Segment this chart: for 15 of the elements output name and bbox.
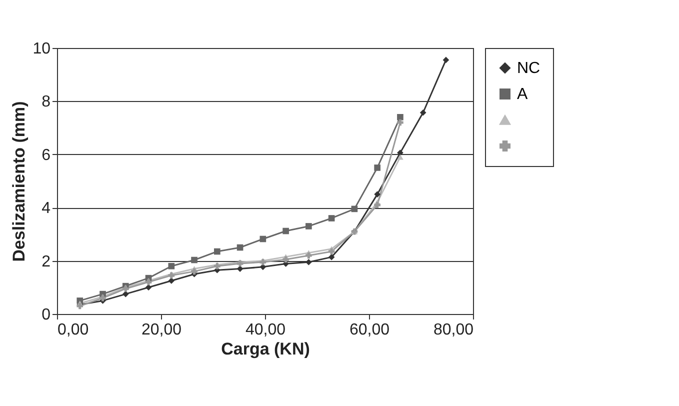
legend-label: A	[517, 86, 528, 103]
y-tick-label: 10	[32, 40, 51, 58]
x-tick-label: 40,00	[245, 322, 286, 338]
x-tick-label: 20,00	[141, 322, 182, 338]
y-tick-label: 6	[42, 146, 51, 164]
y-tick-label: 8	[42, 94, 51, 111]
legend-label: NC	[517, 60, 540, 77]
x-tick-label: 0,00	[58, 322, 89, 338]
x-axis-title: Carga (KN)	[221, 340, 310, 358]
y-tick-label: 4	[42, 200, 51, 218]
x-tick-label: 60,00	[349, 322, 390, 338]
y-tick-label: 0	[42, 306, 51, 324]
y-axis-title: Deslizamiento (mm)	[10, 101, 29, 262]
x-tick-label: 80,00	[433, 322, 474, 338]
y-tick-label: 2	[42, 253, 51, 270]
